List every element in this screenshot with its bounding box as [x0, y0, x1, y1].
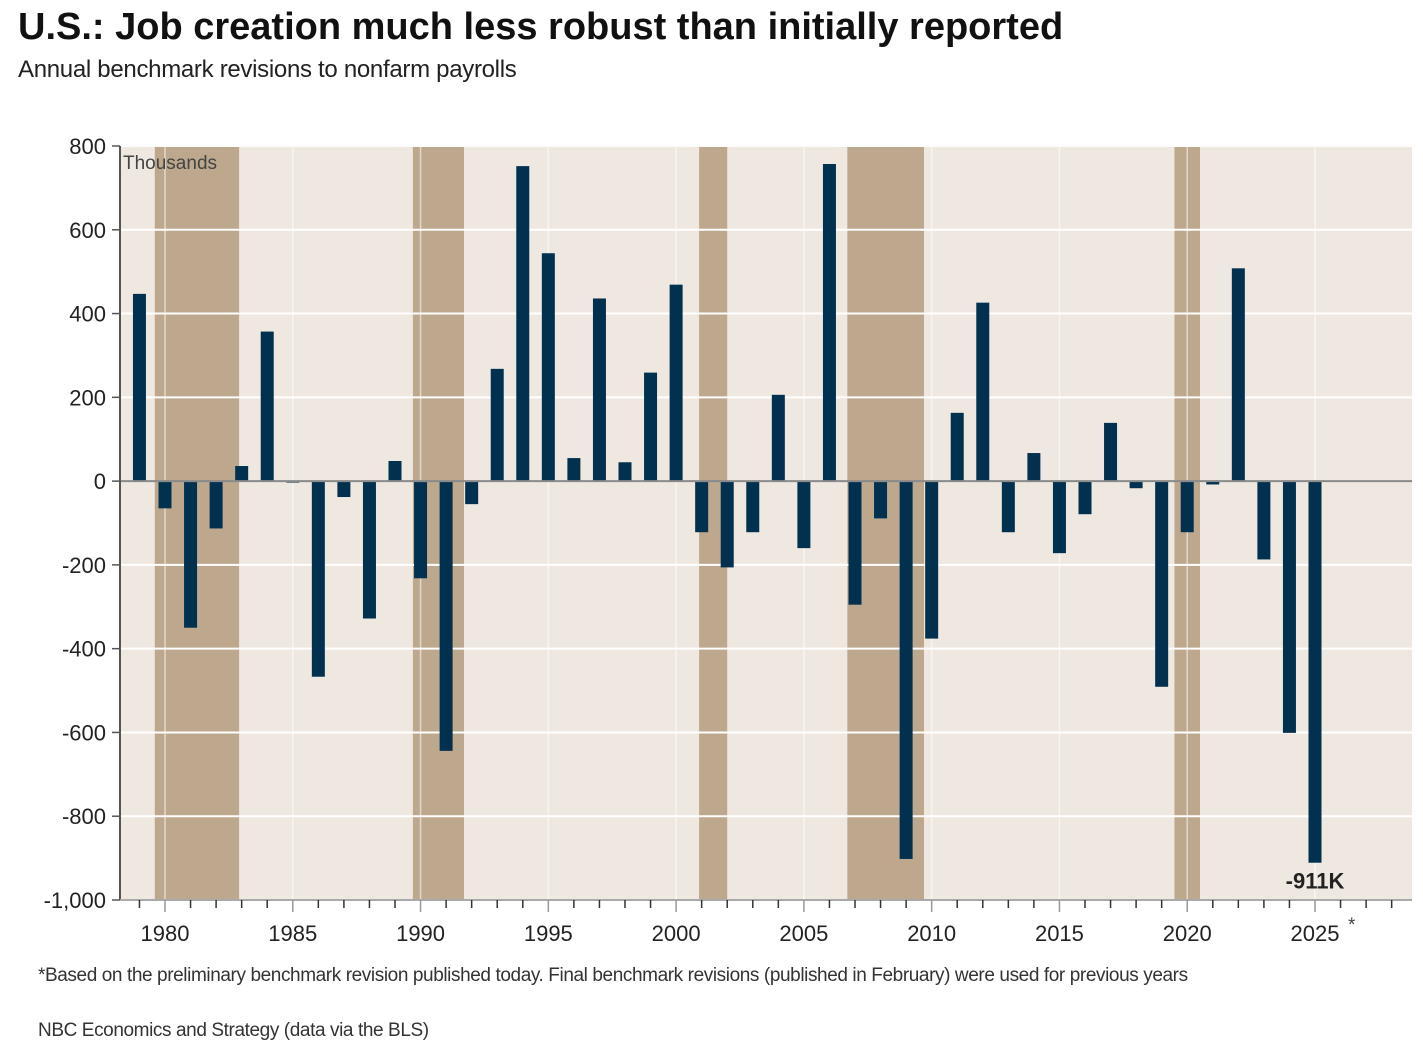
- annotations-group: -911K: [1286, 869, 1345, 894]
- bar-1998: [618, 462, 632, 482]
- x-tick-label: 2015: [1035, 921, 1084, 946]
- chart-subtitle: Annual benchmark revisions to nonfarm pa…: [18, 56, 517, 83]
- bar-2024: [1282, 481, 1296, 733]
- x-tick-label: 2020: [1163, 921, 1212, 946]
- y-tick-label: -400: [62, 637, 106, 662]
- x-tick-asterisk: *: [1348, 915, 1356, 936]
- x-tick-label: 2010: [907, 921, 956, 946]
- chart-title: U.S.: Job creation much less robust than…: [18, 6, 1064, 48]
- bar-1988: [362, 481, 376, 619]
- bar-1981: [184, 481, 198, 628]
- bar-1996: [567, 458, 581, 482]
- y-tick-label: -1,000: [44, 888, 106, 913]
- footnote: *Based on the preliminary benchmark revi…: [38, 965, 1188, 986]
- bar-2015: [1052, 481, 1066, 554]
- y-axis-ticks: 800 600 400 200 0 -200 -400 -600 -800 -1,000: [44, 134, 120, 913]
- x-tick-label: 1990: [396, 921, 445, 946]
- x-tick-label: 2000: [652, 921, 701, 946]
- bars-group: [132, 164, 1322, 863]
- bar-1997: [592, 298, 606, 482]
- y-tick-label: -200: [62, 553, 106, 578]
- bar-2004: [771, 394, 785, 482]
- bar-2025: [1308, 481, 1322, 863]
- bar-1993: [490, 368, 504, 482]
- y-tick-label: 800: [69, 134, 106, 159]
- bar-2019: [1155, 481, 1169, 687]
- bar-1992: [465, 481, 479, 505]
- bar-1990: [414, 481, 428, 579]
- bar-2008: [874, 481, 888, 519]
- bar-2023: [1257, 481, 1271, 560]
- bar-1980: [158, 481, 172, 509]
- bar-1986: [311, 481, 325, 677]
- y-tick-label: 400: [69, 302, 106, 327]
- bar-2006: [822, 164, 836, 482]
- bar-1989: [388, 461, 402, 482]
- bar-2001: [695, 481, 709, 533]
- horizontal-gridlines: [120, 145, 1412, 818]
- bar-1991: [439, 481, 453, 751]
- bar-1984: [260, 331, 274, 482]
- bar-1994: [516, 166, 530, 482]
- x-tick-label: 1985: [268, 921, 317, 946]
- x-tick-label: 2005: [779, 921, 828, 946]
- bar-2021: [1206, 481, 1220, 485]
- bar-2010: [925, 481, 939, 639]
- y-tick-label: -600: [62, 720, 106, 745]
- bar-2007: [848, 481, 862, 605]
- y-tick-label: 600: [69, 218, 106, 243]
- bar-2002: [720, 481, 734, 568]
- y-tick-label: -800: [62, 804, 106, 829]
- bar-1987: [337, 481, 351, 498]
- bar-2013: [1001, 481, 1015, 533]
- bar-2014: [1027, 453, 1041, 482]
- unit-label: Thousands: [123, 153, 217, 174]
- bar-value-annotation: -911K: [1286, 869, 1345, 894]
- bar-2022: [1231, 268, 1245, 482]
- bar-1995: [541, 253, 555, 482]
- bar-2020: [1180, 481, 1194, 533]
- x-tick-label: 1980: [141, 921, 190, 946]
- x-tick-label: 2025: [1291, 921, 1340, 946]
- bar-1983: [235, 466, 249, 482]
- bar-2011: [950, 412, 964, 482]
- bar-2003: [746, 481, 760, 533]
- bar-2000: [669, 284, 683, 482]
- bar-1982: [209, 481, 223, 529]
- x-axis-ticks: 1980 1985 1990 1995 2000 2005 2010 2015 2020 2025…: [138, 900, 1393, 946]
- source-note: NBC Economics and Strategy (data via the…: [38, 1020, 429, 1041]
- bar-2016: [1078, 481, 1092, 515]
- y-tick-label: 0: [94, 469, 106, 494]
- bar-2009: [899, 481, 913, 859]
- bar-2012: [976, 302, 990, 482]
- bar-2005: [797, 481, 811, 549]
- bar-2018: [1129, 481, 1143, 489]
- y-tick-label: 200: [69, 385, 106, 410]
- bar-1979: [132, 293, 146, 482]
- bar-2017: [1104, 422, 1118, 482]
- bar-1999: [644, 372, 658, 482]
- x-tick-label: 1995: [524, 921, 573, 946]
